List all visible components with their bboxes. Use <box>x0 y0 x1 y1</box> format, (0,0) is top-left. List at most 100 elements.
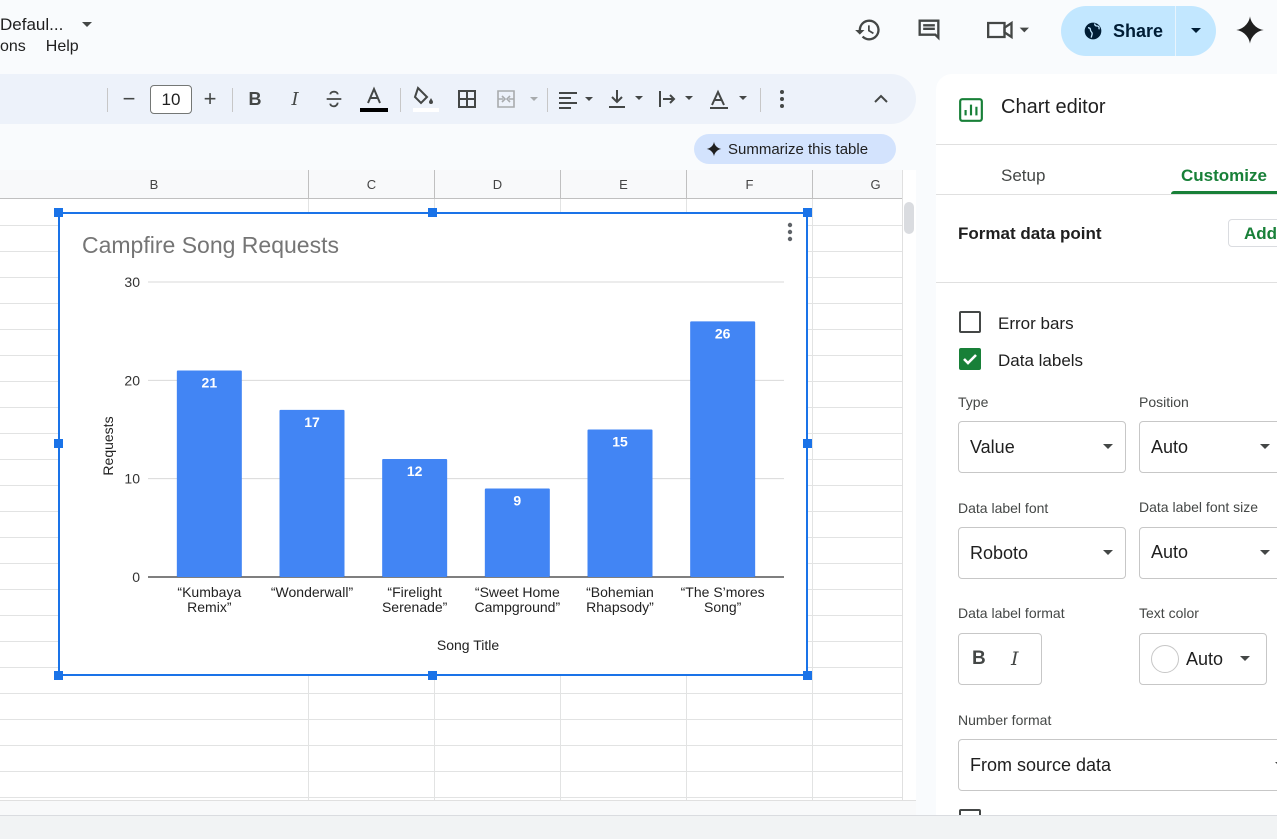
chart-menu-icon[interactable] <box>780 220 800 246</box>
text-color-value: Auto <box>1186 648 1224 669</box>
gemini-spark-icon[interactable] <box>1232 12 1268 48</box>
panel-divider <box>936 194 1277 195</box>
resize-handle[interactable] <box>54 208 63 217</box>
grid-line <box>0 693 902 694</box>
text-color-icon[interactable] <box>358 74 390 124</box>
text-color-select[interactable]: Auto <box>1139 633 1267 685</box>
column-header-g[interactable]: G <box>813 170 902 199</box>
column-header-b[interactable]: B <box>0 170 309 199</box>
chart-x-axis-label[interactable]: Song Title <box>436 637 500 653</box>
column-header-f[interactable]: F <box>687 170 813 199</box>
font-family-select[interactable]: Defaul... <box>0 15 64 34</box>
next-checkbox[interactable] <box>959 809 981 815</box>
label-italic-button[interactable]: I <box>1011 648 1019 670</box>
grid-line <box>0 797 902 798</box>
text-wrapping-icon[interactable] <box>656 74 698 124</box>
tab-customize[interactable]: Customize <box>1181 166 1267 185</box>
share-label: Share <box>1113 20 1164 41</box>
data-label-font-select[interactable]: Roboto <box>958 527 1126 579</box>
dropdown-caret-icon <box>1260 550 1270 555</box>
collapse-toolbar-icon[interactable] <box>868 74 894 124</box>
share-button[interactable]: Share <box>1061 6 1216 56</box>
chart-bar[interactable] <box>484 488 550 578</box>
data-labels-label: Data labels <box>998 351 1084 370</box>
chart-x-tick-label: Song” <box>704 599 742 615</box>
chart-y-tick-label: 20 <box>124 372 140 388</box>
chart-bar[interactable] <box>176 370 242 578</box>
chart-bar[interactable] <box>690 321 756 577</box>
toolbar-divider <box>232 88 233 112</box>
summarize-table-button[interactable]: Summarize this table <box>694 134 896 164</box>
type-select-value: Value <box>970 436 1015 457</box>
chart-x-tick-label: “Kumbaya <box>177 584 241 600</box>
bold-button[interactable]: B <box>248 88 262 109</box>
data-label-font-label: Data label font <box>958 500 1049 516</box>
grid-line <box>0 719 902 720</box>
decrease-font-button[interactable]: − <box>122 86 136 111</box>
column-header-d[interactable]: D <box>435 170 561 199</box>
chart-data-label: 26 <box>715 325 731 341</box>
active-tab-indicator <box>1171 191 1277 194</box>
column-header-c[interactable]: C <box>309 170 435 199</box>
more-options-icon[interactable] <box>770 74 794 124</box>
merge-cells-icon[interactable] <box>494 74 542 124</box>
chart-y-tick-label: 10 <box>124 471 140 487</box>
error-bars-checkbox[interactable] <box>959 311 981 333</box>
chart-bar[interactable] <box>279 409 345 577</box>
grid-line <box>0 771 902 772</box>
resize-handle[interactable] <box>803 439 812 448</box>
comments-icon[interactable] <box>911 12 947 48</box>
menu-extensions[interactable]: ons <box>0 38 26 55</box>
grid-line <box>0 745 902 746</box>
check-icon <box>963 354 977 365</box>
borders-icon[interactable] <box>452 74 482 124</box>
horizontal-align-icon[interactable] <box>556 74 598 124</box>
chart-bar[interactable] <box>587 429 653 578</box>
dropdown-caret-icon <box>1240 656 1250 661</box>
dropdown-caret-icon <box>1275 762 1277 767</box>
data-label-font-size-label: Data label font size <box>1139 499 1259 515</box>
vertical-scrollbar[interactable] <box>902 170 916 800</box>
color-swatch <box>1151 645 1179 673</box>
text-rotation-icon[interactable] <box>706 74 752 124</box>
italic-button[interactable]: I <box>291 88 299 110</box>
resize-handle[interactable] <box>54 439 63 448</box>
resize-handle[interactable] <box>428 208 437 217</box>
increase-font-button[interactable]: + <box>203 86 217 111</box>
horizontal-scrollbar[interactable] <box>0 800 916 815</box>
chart-x-tick-label: Rhapsody” <box>586 599 654 615</box>
resize-handle[interactable] <box>803 208 812 217</box>
font-size-input[interactable]: 10 <box>150 85 192 114</box>
resize-handle[interactable] <box>428 671 437 680</box>
error-bars-label: Error bars <box>998 314 1074 333</box>
strikethrough-icon[interactable] <box>320 74 348 124</box>
fill-color-icon[interactable] <box>408 74 442 124</box>
font-family-caret-icon[interactable] <box>78 0 96 50</box>
format-button-group: B I <box>958 633 1042 685</box>
vertical-align-icon[interactable] <box>606 74 648 124</box>
position-select[interactable]: Auto <box>1139 421 1277 473</box>
type-select[interactable]: Value <box>958 421 1126 473</box>
add-data-point-button[interactable]: Add <box>1228 219 1277 247</box>
column-header-e[interactable]: E <box>561 170 687 199</box>
chart-bar[interactable] <box>382 459 448 577</box>
version-history-icon[interactable] <box>850 12 886 48</box>
data-labels-checkbox[interactable] <box>959 348 981 370</box>
chart-data-label: 17 <box>304 414 320 430</box>
chart-title[interactable]: Campfire Song Requests <box>82 232 339 258</box>
share-dropdown-icon[interactable] <box>1176 27 1216 35</box>
meet-icon[interactable] <box>980 12 1036 48</box>
grid-line <box>812 199 813 815</box>
chart-editor-panel: Chart editor Setup Customize Format data… <box>936 74 1277 815</box>
tab-setup[interactable]: Setup <box>1001 166 1046 185</box>
resize-handle[interactable] <box>803 671 812 680</box>
menu-help[interactable]: Help <box>45 38 79 55</box>
data-label-font-size-select[interactable]: Auto <box>1139 527 1277 579</box>
chart-y-tick-label: 0 <box>132 569 140 585</box>
resize-handle[interactable] <box>54 671 63 680</box>
vertical-scroll-thumb[interactable] <box>904 202 914 234</box>
number-format-select[interactable]: From source data <box>958 739 1277 791</box>
number-format-value: From source data <box>970 754 1112 775</box>
label-bold-button[interactable]: B <box>972 648 986 669</box>
